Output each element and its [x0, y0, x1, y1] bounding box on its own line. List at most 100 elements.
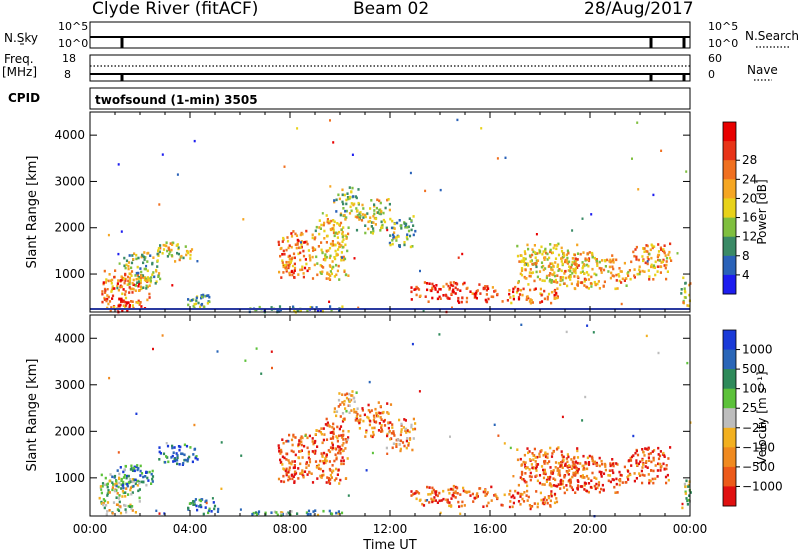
range-cell: [595, 463, 599, 467]
range-cell: [495, 495, 498, 498]
range-cell: [314, 236, 317, 239]
range-cell: [367, 409, 370, 412]
range-cell: [281, 463, 284, 466]
range-cell: [569, 278, 572, 281]
range-cell: [386, 198, 389, 202]
range-cell: [667, 253, 670, 257]
range-cell: [658, 454, 662, 458]
range-cell: [657, 446, 660, 450]
range-cell: [598, 470, 601, 474]
range-cell: [358, 427, 361, 430]
range-cell: [459, 493, 462, 496]
range-cell: [165, 442, 168, 445]
range-cell: [343, 257, 347, 261]
range-cell: [203, 305, 206, 309]
range-cell: [434, 492, 437, 495]
range-cell: [331, 437, 335, 440]
range-cell: [308, 256, 312, 260]
range-cell: [554, 278, 557, 282]
range-cell: [596, 486, 599, 490]
range-cell: [513, 496, 516, 500]
range-cell: [618, 267, 621, 270]
range-cell: [572, 267, 575, 271]
range-cell: [199, 305, 202, 308]
range-cell: [121, 309, 124, 313]
range-cell: [528, 450, 531, 453]
range-cell: [129, 505, 132, 508]
range-cell: [662, 462, 665, 466]
range-cell: [529, 505, 532, 509]
power-xticks: [89, 112, 691, 312]
range-cell: [101, 485, 104, 488]
range-cell: [550, 485, 553, 488]
nsky-frame: [89, 21, 691, 49]
range-cell: [210, 510, 213, 513]
range-cell: [194, 498, 197, 501]
range-cell: [331, 464, 334, 467]
range-cell: [398, 443, 401, 446]
range-cell: [585, 474, 589, 478]
range-cell: [336, 445, 340, 448]
range-cell: [102, 498, 105, 501]
range-cell: [620, 302, 623, 306]
range-cell: [108, 273, 111, 276]
range-cell: [381, 429, 384, 433]
range-cell: [561, 479, 565, 483]
range-cell: [372, 414, 376, 418]
range-cell: [333, 478, 336, 482]
range-cell: [631, 157, 633, 160]
range-cell: [170, 254, 173, 257]
range-cell: [456, 492, 459, 495]
range-cell: [633, 254, 636, 258]
range-cell: [447, 284, 450, 288]
range-cell: [632, 434, 635, 438]
range-cell: [446, 501, 450, 504]
range-cell: [339, 415, 342, 418]
range-cell: [187, 303, 190, 307]
range-cell: [137, 256, 140, 260]
range-cell: [660, 149, 663, 152]
range-cell: [623, 465, 626, 469]
range-cell: [192, 503, 195, 506]
range-cell: [413, 427, 417, 431]
range-cell: [159, 246, 162, 250]
range-cell: [158, 450, 161, 454]
range-cell: [386, 411, 389, 414]
range-cell: [309, 258, 312, 262]
range-cell: [520, 463, 523, 466]
range-cell: [528, 458, 532, 461]
range-cell: [549, 272, 552, 275]
range-cell: [389, 403, 393, 406]
range-cell: [591, 251, 594, 255]
range-cell: [653, 449, 656, 452]
range-cell: [324, 457, 327, 460]
range-cell: [493, 423, 496, 426]
range-cell: [560, 450, 563, 453]
range-cell: [514, 489, 517, 493]
range-cell: [325, 438, 329, 441]
range-cell: [287, 264, 290, 267]
range-cell: [635, 258, 638, 261]
range-cell: [99, 485, 102, 488]
range-cell: [211, 497, 214, 500]
range-cell: [370, 409, 373, 412]
range-cell: [341, 256, 343, 259]
range-cell: [329, 119, 331, 122]
range-cell: [525, 467, 528, 470]
range-cell: [548, 274, 551, 277]
range-cell: [485, 492, 488, 496]
range-cell: [293, 266, 297, 270]
range-cell: [512, 494, 515, 497]
range-cell: [326, 234, 329, 238]
colorbar-segment: [723, 466, 736, 487]
range-cell: [547, 292, 551, 296]
range-cell: [176, 251, 179, 255]
range-cell: [334, 257, 337, 261]
range-cell: [358, 421, 361, 425]
range-cell: [484, 285, 487, 288]
range-cell: [119, 285, 122, 289]
range-cell: [593, 272, 596, 276]
range-cell: [630, 464, 633, 467]
range-cell: [379, 411, 382, 415]
